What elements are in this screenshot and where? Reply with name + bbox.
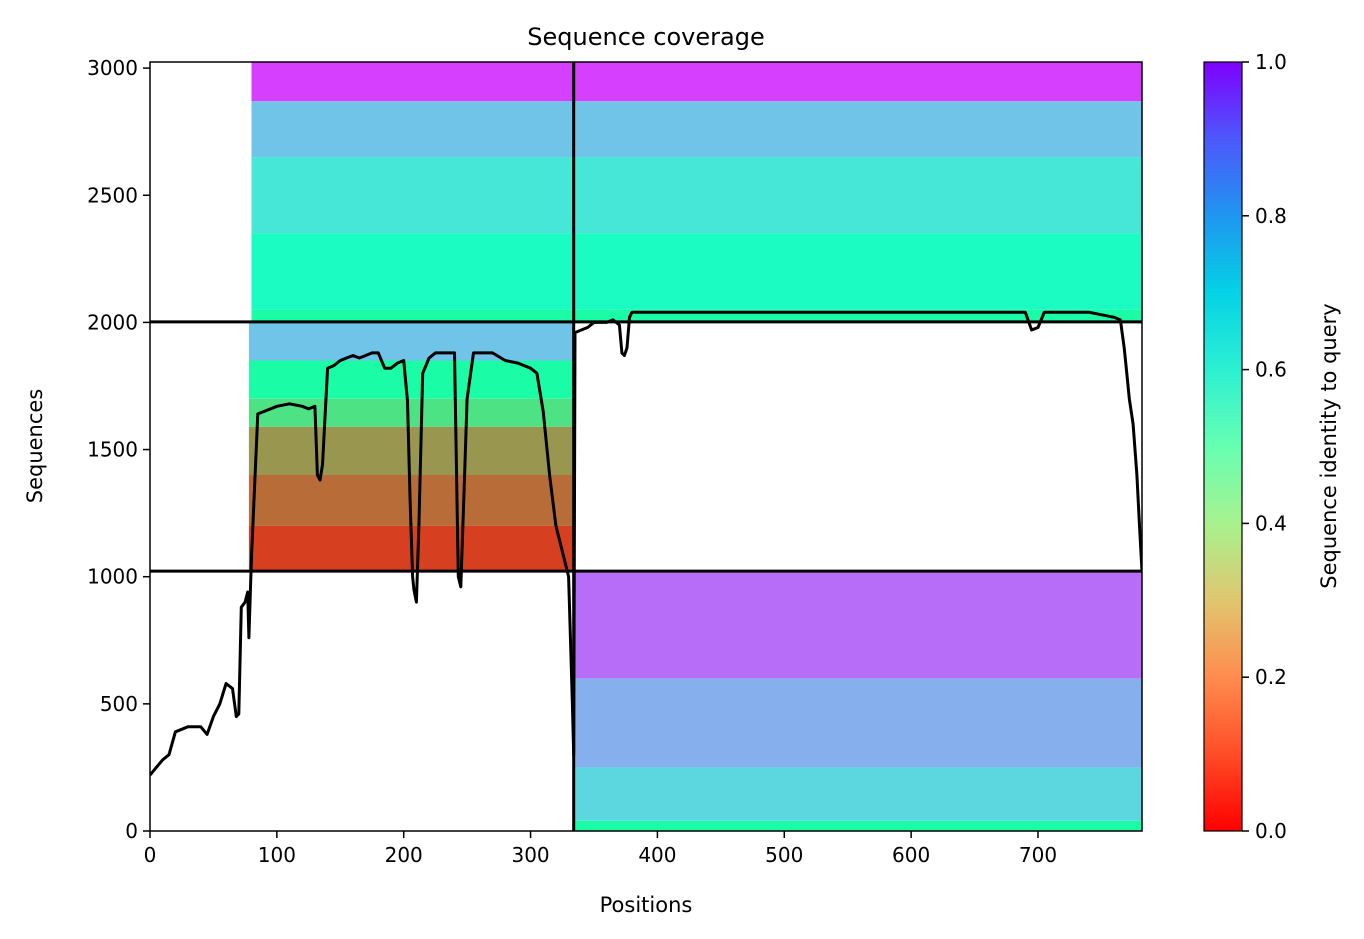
heatmap-band-0-3 (573, 571, 1142, 679)
heatmap-band-3-4 (573, 62, 1142, 102)
x-tick-label-5: 500 (765, 843, 803, 867)
heatmap-band-1-2 (248, 426, 574, 475)
x-tick-label-1: 100 (258, 843, 296, 867)
heatmap-band-2-0 (251, 309, 574, 322)
x-tick-label-7: 700 (1019, 843, 1057, 867)
y-tick-label-2: 1000 (87, 565, 138, 589)
y-tick-label-5: 2500 (87, 183, 138, 207)
y-axis: 0 500 1000 1500 2000 2500 3000 (87, 56, 150, 843)
colorbar-gradient (1204, 62, 1242, 831)
heatmap-band-2-2 (251, 157, 574, 234)
heatmap-band-3-3 (573, 101, 1142, 158)
x-tick-label-0: 0 (144, 843, 157, 867)
heatmap-band-3-1 (573, 233, 1142, 310)
y-tick-label-6: 3000 (87, 56, 138, 80)
colorbar-label: Sequence identity to query (1317, 303, 1341, 588)
colorbar-tick-label-5: 1.0 (1255, 50, 1287, 74)
colorbar-tick-label-1: 0.2 (1255, 665, 1287, 689)
colorbar-tick-label-2: 0.4 (1255, 511, 1287, 535)
x-tick-label-6: 600 (892, 843, 930, 867)
colorbar-tick-label-3: 0.6 (1255, 358, 1287, 382)
x-tick-label-2: 200 (385, 843, 423, 867)
y-tick-label-4: 2000 (87, 310, 138, 334)
y-tick-label-3: 1500 (87, 438, 138, 462)
heatmap-band-1-3 (248, 398, 574, 427)
x-axis: 0 100 200 300 400 500 600 700 (144, 831, 1057, 867)
coverage-line (150, 310, 1142, 777)
heatmap-band-0-1 (573, 767, 1142, 821)
plot-frame (149, 61, 1143, 832)
chart-title: Sequence coverage (527, 23, 764, 51)
colorbar-frame (1203, 61, 1243, 832)
colorbar-tick-label-0: 0.0 (1255, 819, 1287, 843)
x-tick-label-4: 400 (638, 843, 676, 867)
coverage-line-layer (150, 310, 1142, 777)
heatmap-band-1-5 (248, 321, 574, 361)
heatmap-band-0-0 (573, 820, 1142, 831)
heatmap-band-2-3 (251, 101, 574, 158)
x-axis-title: Positions (600, 893, 693, 917)
y-tick-label-1: 500 (100, 692, 138, 716)
heatmap-band-2-1 (251, 233, 574, 310)
colorbar-axis: 0.0 0.2 0.4 0.6 0.8 1.0 (1242, 50, 1287, 843)
heatmap-band-2-4 (251, 62, 574, 102)
heatmap-blocks (248, 62, 1142, 831)
y-axis-title: Sequences (23, 389, 47, 504)
x-tick-label-3: 300 (511, 843, 549, 867)
colorbar-tick-label-4: 0.8 (1255, 204, 1287, 228)
heatmap-band-1-4 (248, 360, 574, 399)
y-tick-label-0: 0 (125, 819, 138, 843)
heatmap-band-0-2 (573, 678, 1142, 768)
heatmap-band-3-2 (573, 157, 1142, 234)
